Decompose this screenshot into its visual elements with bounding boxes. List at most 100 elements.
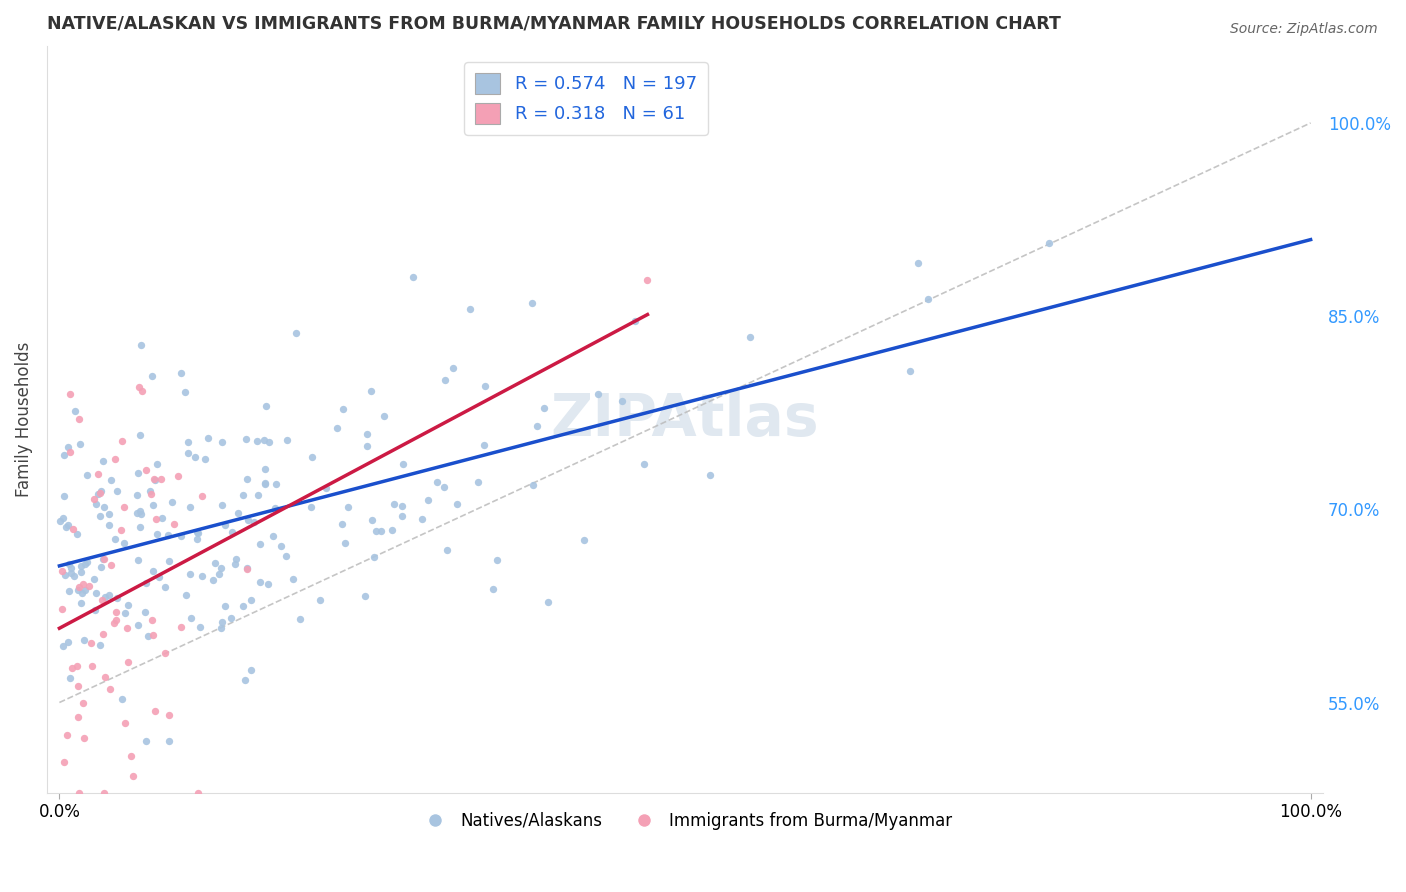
Point: [143, 704, 166, 718]
Point: [77, 579, 100, 593]
Point: [127, 467, 149, 481]
Point: [53, 567, 76, 582]
Point: [89, 638, 111, 652]
Point: [67, 679, 90, 693]
Point: [533, 401, 555, 415]
Point: [69, 437, 91, 451]
Point: [188, 620, 211, 634]
Point: [160, 495, 183, 509]
Point: [75, 582, 97, 597]
Point: [247, 488, 270, 502]
Point: [363, 550, 385, 565]
Point: [254, 399, 277, 413]
Point: [197, 431, 219, 445]
Point: [1038, 236, 1060, 251]
Point: [146, 457, 169, 471]
Point: [186, 524, 208, 539]
Point: [391, 499, 413, 513]
Point: [225, 551, 247, 566]
Point: [150, 510, 173, 524]
Point: [264, 476, 287, 491]
Point: [117, 655, 139, 669]
Point: [224, 558, 246, 572]
Point: [246, 434, 269, 449]
Point: [69, 566, 91, 580]
Point: [53, 489, 76, 503]
Point: [117, 599, 139, 613]
Point: [176, 434, 198, 449]
Point: [537, 595, 560, 609]
Point: [84, 602, 107, 616]
Point: [129, 338, 152, 352]
Point: [226, 506, 249, 520]
Point: [236, 513, 259, 527]
Point: [128, 380, 150, 394]
Point: [52, 755, 75, 769]
Point: [90, 560, 112, 574]
Point: [127, 506, 149, 520]
Point: [240, 592, 263, 607]
Point: [381, 523, 404, 537]
Point: [354, 590, 377, 604]
Point: [76, 555, 98, 569]
Point: [114, 715, 136, 730]
Point: [392, 457, 415, 471]
Point: [66, 710, 89, 724]
Point: [135, 734, 157, 748]
Point: [58, 518, 80, 533]
Point: [180, 611, 202, 625]
Point: [236, 561, 259, 575]
Point: [467, 475, 489, 489]
Point: [139, 484, 162, 499]
Point: [111, 434, 134, 449]
Point: [63, 569, 86, 583]
Point: [174, 588, 197, 602]
Point: [93, 500, 115, 515]
Point: [232, 599, 254, 613]
Point: [194, 451, 217, 466]
Point: [100, 558, 122, 573]
Point: [72, 696, 94, 710]
Point: [89, 486, 111, 500]
Point: [90, 484, 112, 499]
Point: [135, 576, 157, 591]
Point: [411, 512, 433, 526]
Point: [153, 580, 176, 594]
Point: [274, 549, 297, 563]
Point: [53, 448, 76, 462]
Point: [49, 515, 72, 529]
Point: [574, 533, 596, 548]
Point: [59, 445, 82, 459]
Legend: Natives/Alaskans, Immigrants from Burma/Myanmar: Natives/Alaskans, Immigrants from Burma/…: [412, 805, 959, 837]
Point: [253, 475, 276, 490]
Point: [356, 427, 378, 442]
Point: [336, 500, 359, 514]
Point: [129, 427, 152, 442]
Point: [170, 620, 193, 634]
Point: [308, 593, 330, 607]
Point: [135, 462, 157, 476]
Point: [91, 627, 114, 641]
Point: [235, 432, 257, 446]
Point: [67, 580, 90, 594]
Point: [187, 786, 209, 800]
Point: [285, 326, 308, 340]
Point: [211, 498, 233, 512]
Point: [59, 671, 82, 685]
Point: [243, 515, 266, 529]
Point: [122, 769, 145, 783]
Point: [373, 409, 395, 424]
Point: [141, 487, 163, 501]
Point: [211, 434, 233, 449]
Point: [66, 527, 89, 541]
Point: [56, 440, 79, 454]
Point: [93, 552, 115, 566]
Point: [98, 518, 121, 533]
Point: [143, 473, 166, 487]
Point: [62, 522, 84, 536]
Point: [360, 384, 382, 399]
Point: [94, 591, 117, 605]
Point: [65, 659, 87, 673]
Point: [917, 292, 939, 306]
Point: [60, 661, 83, 675]
